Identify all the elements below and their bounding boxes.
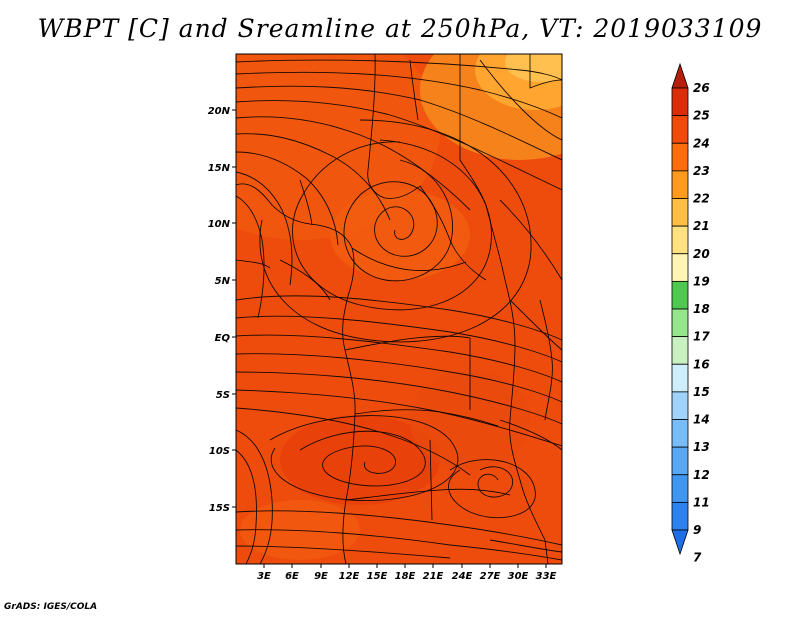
lat-label: 10S xyxy=(209,446,230,457)
map-frame xyxy=(235,53,563,565)
colorbar-top-arrow xyxy=(671,62,689,89)
lon-label: 27E xyxy=(480,571,501,582)
colorbar-label: 7 xyxy=(693,551,702,565)
colorbar-label: 22 xyxy=(693,192,710,206)
colorbar-label: 23 xyxy=(693,164,710,178)
lat-label: EQ xyxy=(215,333,231,344)
colorbar-box xyxy=(671,170,689,199)
colorbar-label: 26 xyxy=(693,81,710,95)
colorbar-label: 12 xyxy=(693,468,710,482)
colorbar-box xyxy=(671,87,689,117)
colorbar-label: 14 xyxy=(693,413,710,427)
colorbar-label: 9 xyxy=(693,523,701,537)
lon-label: 21E xyxy=(423,571,444,582)
lat-label: 20N xyxy=(208,106,231,117)
colorbar-box xyxy=(671,115,689,144)
colorbar-box xyxy=(671,446,689,476)
lon-label: 9E xyxy=(314,571,328,582)
lat-label: 15N xyxy=(208,163,231,174)
lon-label: 24E xyxy=(452,571,473,582)
colorbar-label: 13 xyxy=(693,440,710,454)
lat-label: 5S xyxy=(216,390,230,401)
colorbar-label: 11 xyxy=(693,495,710,509)
colorbar-box xyxy=(671,363,689,393)
colorbar-box xyxy=(671,142,689,172)
colorbar-box xyxy=(671,474,689,503)
colorbar-label: 18 xyxy=(693,302,710,316)
colorbar-label: 20 xyxy=(693,247,710,261)
lon-label: 33E xyxy=(536,571,557,582)
colorbar-box xyxy=(671,225,689,255)
colorbar-box xyxy=(671,280,689,310)
colorbar-box xyxy=(671,253,689,282)
colorbar-label: 15 xyxy=(693,385,710,399)
colorbar-label: 19 xyxy=(693,274,710,288)
lon-label: 3E xyxy=(257,571,271,582)
lon-label: 30E xyxy=(508,571,529,582)
grads-credit: GrADS: IGES/COLA xyxy=(4,602,98,612)
lon-label: 12E xyxy=(339,571,360,582)
colorbar-label: 25 xyxy=(693,109,710,123)
colorbar-label: 24 xyxy=(693,136,710,150)
lon-label: 18E xyxy=(395,571,416,582)
colorbar-box xyxy=(671,336,689,365)
wbpt-field xyxy=(236,54,562,564)
lon-label: 6E xyxy=(285,571,299,582)
lat-label: 15S xyxy=(209,503,230,514)
streamlines xyxy=(236,59,562,564)
lat-axis: 20N 15N 10N 5N EQ 5S 10S 15S xyxy=(208,106,236,514)
colorbar-bottom-arrow xyxy=(671,529,689,556)
colorbar-box xyxy=(671,198,689,227)
colorbar: 26 25 24 23 22 21 20 19 18 17 16 15 14 13 12 11 9 7 xyxy=(671,62,710,565)
colorbar-box xyxy=(671,308,689,338)
colorbar-label: 16 xyxy=(693,357,710,371)
colorbar-box xyxy=(671,501,689,531)
lat-label: 5N xyxy=(215,276,231,287)
chart-title: WBPT [C] and Sreamline at 250hPa, VT: 20… xyxy=(37,14,763,43)
lat-label: 10N xyxy=(208,219,231,230)
country-borders xyxy=(236,54,562,564)
colorbar-box xyxy=(671,391,689,420)
colorbar-label: 17 xyxy=(693,330,710,344)
colorbar-box xyxy=(671,419,689,448)
lon-axis: 3E 6E 9E 12E 15E 18E 21E 24E 27E 30E 33E xyxy=(257,564,557,582)
lon-label: 15E xyxy=(367,571,388,582)
colorbar-label: 21 xyxy=(693,219,710,233)
